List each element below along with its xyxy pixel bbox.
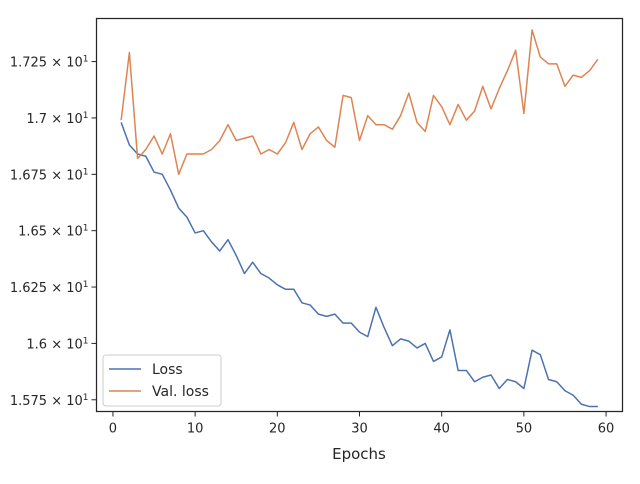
x-tick-label: 0: [109, 422, 117, 437]
x-tick-label: 40: [433, 422, 450, 437]
y-tick-label: 1.7 × 101: [26, 111, 88, 127]
y-axis: 1.575 × 101 1.6 × 101 1.625 × 101 1.65 × 10…: [10, 55, 97, 409]
x-axis-label: Epochs: [332, 445, 386, 463]
plot-area: [120, 29, 599, 408]
legend-frame: [102, 354, 222, 407]
y-tick-label: 1.625 × 101: [10, 280, 89, 296]
x-tick-label: 20: [269, 422, 286, 437]
y-tick-label: 1.6 × 101: [26, 336, 88, 352]
y-tick-label: 1.65 × 101: [18, 224, 88, 240]
plot-frame: [95, 17, 624, 413]
x-axis: 0 10 20 30 40 50 60: [109, 411, 615, 437]
series-line-val-loss: [120, 29, 599, 176]
x-tick-label: 30: [351, 422, 368, 437]
x-tick-label: 60: [598, 422, 615, 437]
legend-label: Val. loss: [152, 384, 209, 400]
x-tick-label: 10: [187, 422, 204, 437]
y-tick-label: 1.575 × 101: [10, 393, 89, 409]
y-tick-label: 1.725 × 101: [10, 55, 89, 71]
series-line-loss: [120, 122, 598, 408]
legend-label: Loss: [152, 362, 183, 378]
legend: Loss Val. loss: [102, 354, 222, 407]
x-tick-label: 50: [516, 422, 533, 437]
y-tick-label: 1.675 × 101: [10, 167, 89, 183]
